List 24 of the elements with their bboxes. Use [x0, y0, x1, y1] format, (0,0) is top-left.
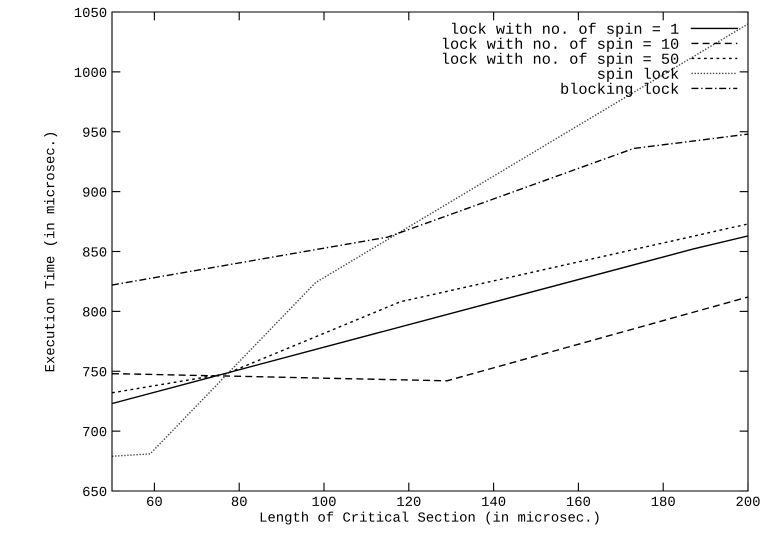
y-tick-label: 1050: [74, 8, 106, 18]
y-tick-label: 900: [83, 187, 106, 197]
y-tick-label: 850: [83, 247, 106, 257]
y-axis-title: Execution Time (in microsec.): [44, 132, 58, 372]
y-tick-label: 1000: [74, 68, 106, 78]
x-axis-title: Length of Critical Section (in microsec.): [260, 512, 599, 525]
line-series: [112, 23, 748, 457]
x-tick-label: 180: [652, 496, 675, 506]
legend-label: lock with no. of spin = 10: [442, 38, 678, 52]
x-tick-label: 200: [736, 496, 760, 506]
y-tick-label: 750: [83, 366, 106, 376]
y-tick-label: 700: [83, 426, 106, 436]
legend-label: blocking lock: [561, 82, 678, 97]
legend-label: lock with no. of spin = 1: [452, 22, 678, 37]
x-tick-label: 60: [147, 496, 162, 506]
y-tick-label: 950: [83, 127, 106, 137]
x-tick-label: 120: [397, 496, 420, 506]
x-tick-label: 100: [312, 496, 336, 506]
y-tick-label: 800: [83, 307, 106, 317]
y-tick-label: 650: [83, 486, 106, 496]
x-tick-label: 80: [232, 496, 247, 506]
legend-label: lock with no. of spin = 50: [442, 52, 678, 67]
x-tick-label: 140: [482, 496, 506, 506]
x-tick-label: 160: [566, 496, 590, 506]
